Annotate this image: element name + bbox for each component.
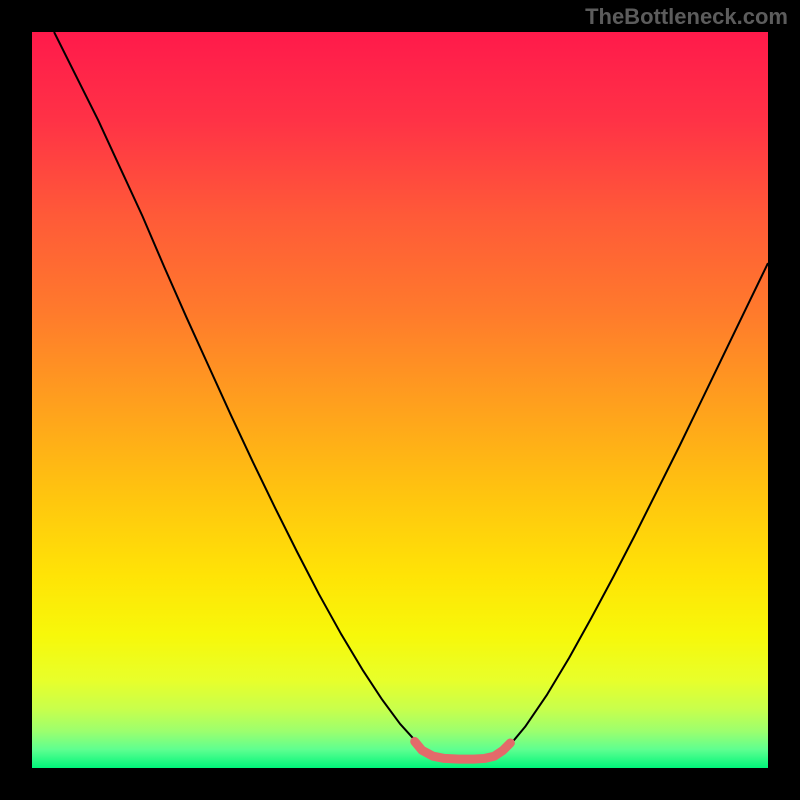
chart-background xyxy=(32,32,768,768)
bottleneck-chart xyxy=(32,32,768,768)
watermark-text: TheBottleneck.com xyxy=(585,4,788,30)
chart-frame: TheBottleneck.com xyxy=(0,0,800,800)
